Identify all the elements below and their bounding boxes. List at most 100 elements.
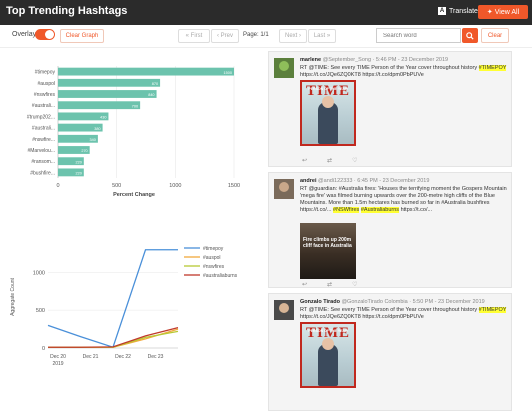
tweet-text-part: https://t.co/JQe6ZQ0KT8 https://t.co/dpm… bbox=[300, 72, 424, 78]
cover-masthead: TIME bbox=[305, 83, 350, 99]
heart-icon[interactable]: ♡ bbox=[352, 158, 358, 164]
tweet-actions: ↩ ⇄ ♡ bbox=[302, 281, 357, 288]
cover-title: PERSON OF THE YEAR bbox=[308, 87, 348, 91]
tweet-card: Gonzalo Tirado @GonzaloTirado Colombia ·… bbox=[268, 293, 512, 411]
search-button[interactable] bbox=[462, 28, 478, 43]
bar-value-label: 840 bbox=[148, 93, 154, 97]
hashtag-link[interactable]: #Australiaburns bbox=[360, 207, 400, 213]
category-label: #timepoy bbox=[35, 70, 56, 76]
tweet-header: Gonzalo Tirado @GonzaloTirado Colombia ·… bbox=[300, 299, 510, 305]
hashtag-link[interactable]: #TIMEPOY bbox=[478, 307, 507, 313]
reply-icon[interactable]: ↩ bbox=[302, 282, 308, 288]
media-caption: Fire climbs up 200m cliff face in Austra… bbox=[303, 237, 352, 249]
x-tick-sublabel: 2019 bbox=[52, 361, 63, 367]
bar-value-label: 380 bbox=[94, 127, 100, 131]
bar bbox=[58, 112, 109, 121]
reply-icon[interactable]: ↩ bbox=[302, 158, 308, 164]
bar bbox=[58, 168, 84, 177]
view-all-button[interactable]: ✦ View All bbox=[478, 5, 528, 19]
tweet-header: andrei @andi122333 · 6:45 PM - 23 Decemb… bbox=[300, 178, 510, 184]
bar-value-label: 430 bbox=[100, 116, 106, 120]
twitter-icon: ✦ bbox=[486, 9, 493, 16]
divider bbox=[0, 47, 532, 48]
category-label: #australi... bbox=[32, 126, 55, 132]
legend-label: #nswfires bbox=[203, 264, 225, 270]
translate-button[interactable]: A Translate bbox=[438, 7, 478, 15]
time-cover-image: TIME PERSON OF THE YEAR bbox=[300, 322, 356, 388]
tweet-card: marlene @September_Song · 5:46 PM - 23 D… bbox=[268, 51, 512, 167]
tweet-author[interactable]: andrei bbox=[300, 178, 317, 184]
tweet-text: RT @TIME: See every TIME Person of the Y… bbox=[300, 307, 508, 321]
hashtag-link[interactable]: #NSWfires bbox=[333, 207, 360, 213]
bar-value-label: 700 bbox=[132, 104, 138, 108]
x-tick-label: 1500 bbox=[228, 183, 240, 189]
overlay-toggle[interactable] bbox=[35, 29, 55, 40]
toggle-knob bbox=[45, 30, 54, 39]
cover-figure-head bbox=[322, 338, 334, 350]
page-indicator: Page: 1/1 bbox=[243, 32, 269, 38]
tweet-author[interactable]: marlene bbox=[300, 57, 322, 63]
bar-value-label: 340 bbox=[90, 138, 96, 142]
x-tick-label: 500 bbox=[112, 183, 121, 189]
prev-page-button[interactable]: ‹ Prev bbox=[211, 29, 239, 43]
bar-value-label: 870 bbox=[152, 82, 158, 86]
category-label: #trump202... bbox=[27, 114, 55, 120]
y-axis-label: Aggregate Count bbox=[10, 277, 16, 315]
fires-photo: Fire climbs up 200m cliff face in Austra… bbox=[300, 223, 356, 279]
retweet-icon[interactable]: ⇄ bbox=[327, 158, 333, 164]
x-tick-label: Dec 21 bbox=[83, 354, 99, 360]
clear-graph-button[interactable]: Clear Graph bbox=[60, 29, 104, 43]
first-page-button[interactable]: « First bbox=[178, 29, 210, 43]
x-tick-label: 1000 bbox=[169, 183, 181, 189]
y-tick-label: 1000 bbox=[33, 270, 45, 276]
bar bbox=[58, 123, 103, 132]
x-axis-label: Percent Change bbox=[113, 192, 155, 198]
category-label: #australi... bbox=[32, 103, 55, 109]
clear-search-button[interactable]: Clear bbox=[481, 28, 509, 43]
tweet-meta: @GonzaloTirado Colombia · 5:50 PM - 23 D… bbox=[341, 299, 485, 305]
category-label: #auspol bbox=[37, 81, 55, 87]
aggregate-count-line-chart: 0 500 1000 Dec 20 Dec 21 Dec 22 Dec 23 2019 Aggr… bbox=[10, 246, 238, 367]
last-page-button[interactable]: Last » bbox=[308, 29, 336, 43]
tweet-meta: @September_Song · 5:46 PM - 23 December … bbox=[322, 57, 449, 63]
heart-icon[interactable]: ♡ bbox=[352, 282, 358, 288]
category-label: #nswfires bbox=[34, 92, 56, 98]
search-input[interactable] bbox=[376, 28, 461, 43]
retweet-icon[interactable]: ⇄ bbox=[327, 282, 333, 288]
series-line bbox=[48, 326, 179, 348]
time-cover-image: TIME PERSON OF THE YEAR bbox=[300, 80, 356, 146]
tweet-text-part: RT @guardian: #Australia fires: 'Houses … bbox=[300, 186, 507, 213]
tweet-text-part: https://t.co/JQe6ZQ0KT8 https://t.co/dpm… bbox=[300, 314, 424, 320]
tweet-text-part: RT @TIME: See every TIME Person of the Y… bbox=[300, 307, 479, 313]
y-tick-label: 500 bbox=[36, 308, 45, 314]
bar bbox=[58, 146, 90, 154]
tweet-meta: @andi122333 · 6:45 PM - 23 December 2019 bbox=[318, 178, 430, 184]
tweet-text-part: RT @TIME: See every TIME Person of the Y… bbox=[300, 65, 479, 71]
legend-label: #timepoy bbox=[203, 246, 224, 252]
tweet-media[interactable]: TIME PERSON OF THE YEAR bbox=[300, 80, 356, 146]
percent-change-bar-chart: 0 500 1000 1500 #timepoy 1500 #auspol 870 #nswfi… bbox=[27, 66, 240, 198]
cover-title: PERSON OF THE YEAR bbox=[308, 329, 348, 333]
search-icon bbox=[466, 31, 474, 40]
cover-figure bbox=[318, 102, 338, 144]
x-tick-label: Dec 20 bbox=[50, 354, 66, 360]
bar bbox=[58, 157, 84, 166]
hashtag-link[interactable]: #TIMEPOY bbox=[478, 65, 507, 71]
bar-value-label: 270 bbox=[81, 149, 87, 153]
bar-value-label: 1500 bbox=[224, 71, 232, 75]
tweet-card: andrei @andi122333 · 6:45 PM - 23 Decemb… bbox=[268, 172, 512, 288]
legend-label: #auspol bbox=[203, 255, 221, 261]
tweet-media[interactable]: TIME PERSON OF THE YEAR bbox=[300, 322, 356, 388]
y-tick-label: 0 bbox=[42, 346, 45, 352]
page-title: Top Trending Hashtags bbox=[6, 5, 128, 17]
tweet-media[interactable]: Fire climbs up 200m cliff face in Austra… bbox=[300, 223, 356, 279]
bar-value-label: 220 bbox=[75, 160, 81, 164]
series-line bbox=[48, 330, 179, 348]
tweet-author[interactable]: Gonzalo Tirado bbox=[300, 299, 340, 305]
next-page-button[interactable]: Next › bbox=[279, 29, 307, 43]
category-label: #Marvelou... bbox=[27, 148, 55, 154]
tweet-header: marlene @September_Song · 5:46 PM - 23 D… bbox=[300, 57, 510, 63]
bar bbox=[58, 67, 234, 76]
cover-figure-head bbox=[322, 96, 334, 108]
tweet-feed: marlene @September_Song · 5:46 PM - 23 D… bbox=[268, 51, 512, 411]
